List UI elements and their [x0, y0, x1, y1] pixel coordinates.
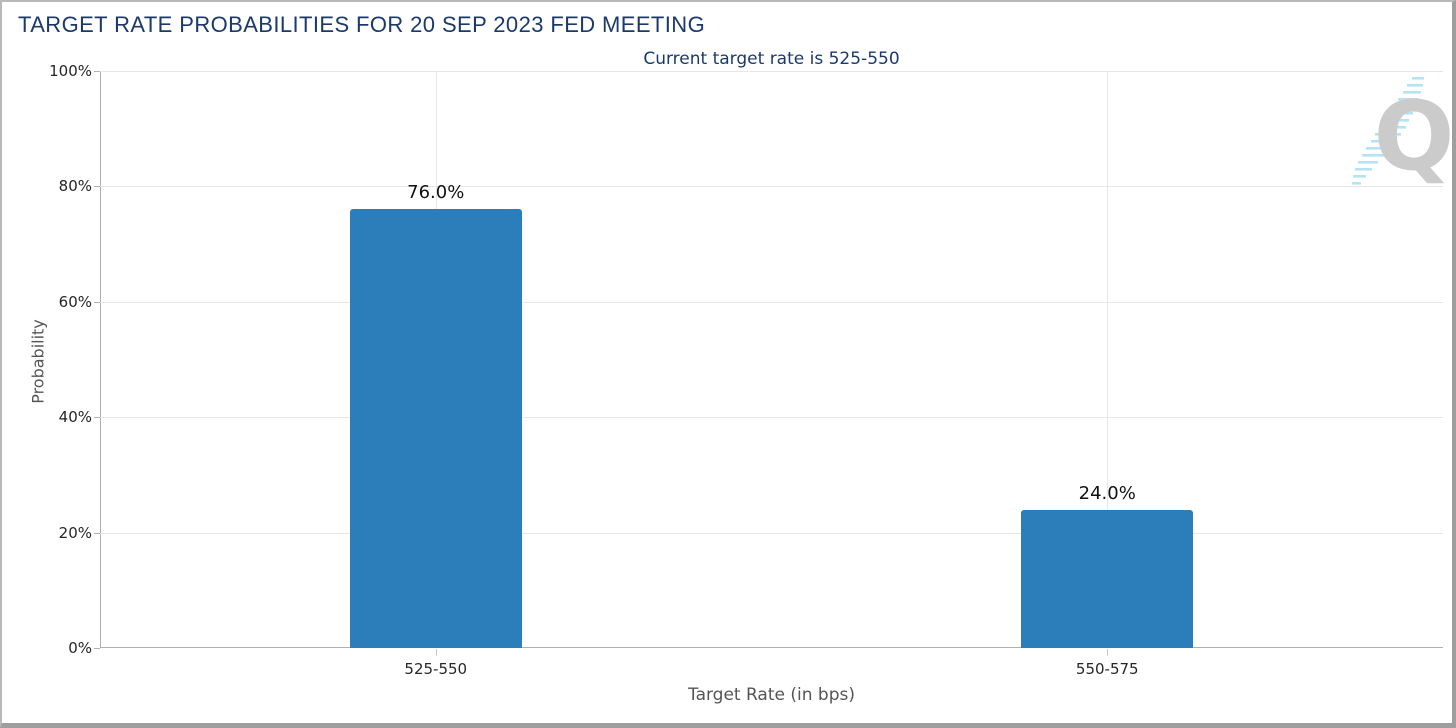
- y-tick-mark: [94, 186, 100, 188]
- plot-area: 76.0% 24.0%: [100, 71, 1443, 648]
- y-tick-mark: [94, 648, 100, 649]
- h-gridline: [100, 71, 1443, 72]
- x-tick-mark: [435, 649, 437, 656]
- y-tick-mark: [94, 532, 100, 534]
- y-tick-label: 0%: [68, 639, 92, 657]
- y-tick-mark: [94, 301, 100, 303]
- q-watermark-logo-icon: Q: [1352, 77, 1450, 190]
- logo-dashes: [1352, 77, 1424, 185]
- y-axis-line: [100, 71, 101, 648]
- bar-value-label: 24.0%: [1078, 482, 1136, 504]
- y-tick-mark: [94, 417, 100, 419]
- y-tick-label: 80%: [58, 177, 92, 196]
- y-tick-label: 100%: [49, 62, 92, 80]
- y-tick-label: 60%: [58, 292, 92, 311]
- x-axis-title: Target Rate (in bps): [688, 685, 855, 705]
- x-tick-mark: [1107, 649, 1109, 656]
- h-gridline: [100, 301, 1443, 303]
- h-gridline: [100, 417, 1443, 419]
- bar-525-550: [349, 209, 522, 648]
- bar-550-575: [1021, 509, 1194, 648]
- y-tick-label: 40%: [58, 408, 92, 427]
- h-gridline: [100, 186, 1443, 188]
- y-tick-label: 20%: [58, 523, 92, 542]
- v-gridline: [1107, 71, 1109, 648]
- x-axis-line: [100, 647, 1443, 648]
- bar-value-label: 76.0%: [407, 182, 465, 204]
- chart-title: TARGET RATE PROBABILITIES FOR 20 SEP 202…: [18, 12, 706, 37]
- x-tick-label: 550-575: [1075, 660, 1139, 678]
- x-tick-label: 525-550: [404, 660, 468, 678]
- h-gridline: [100, 532, 1443, 534]
- y-tick-mark: [94, 71, 100, 72]
- logo-letter: Q: [1374, 82, 1450, 190]
- chart-subtitle: Current target rate is 525-550: [643, 49, 900, 69]
